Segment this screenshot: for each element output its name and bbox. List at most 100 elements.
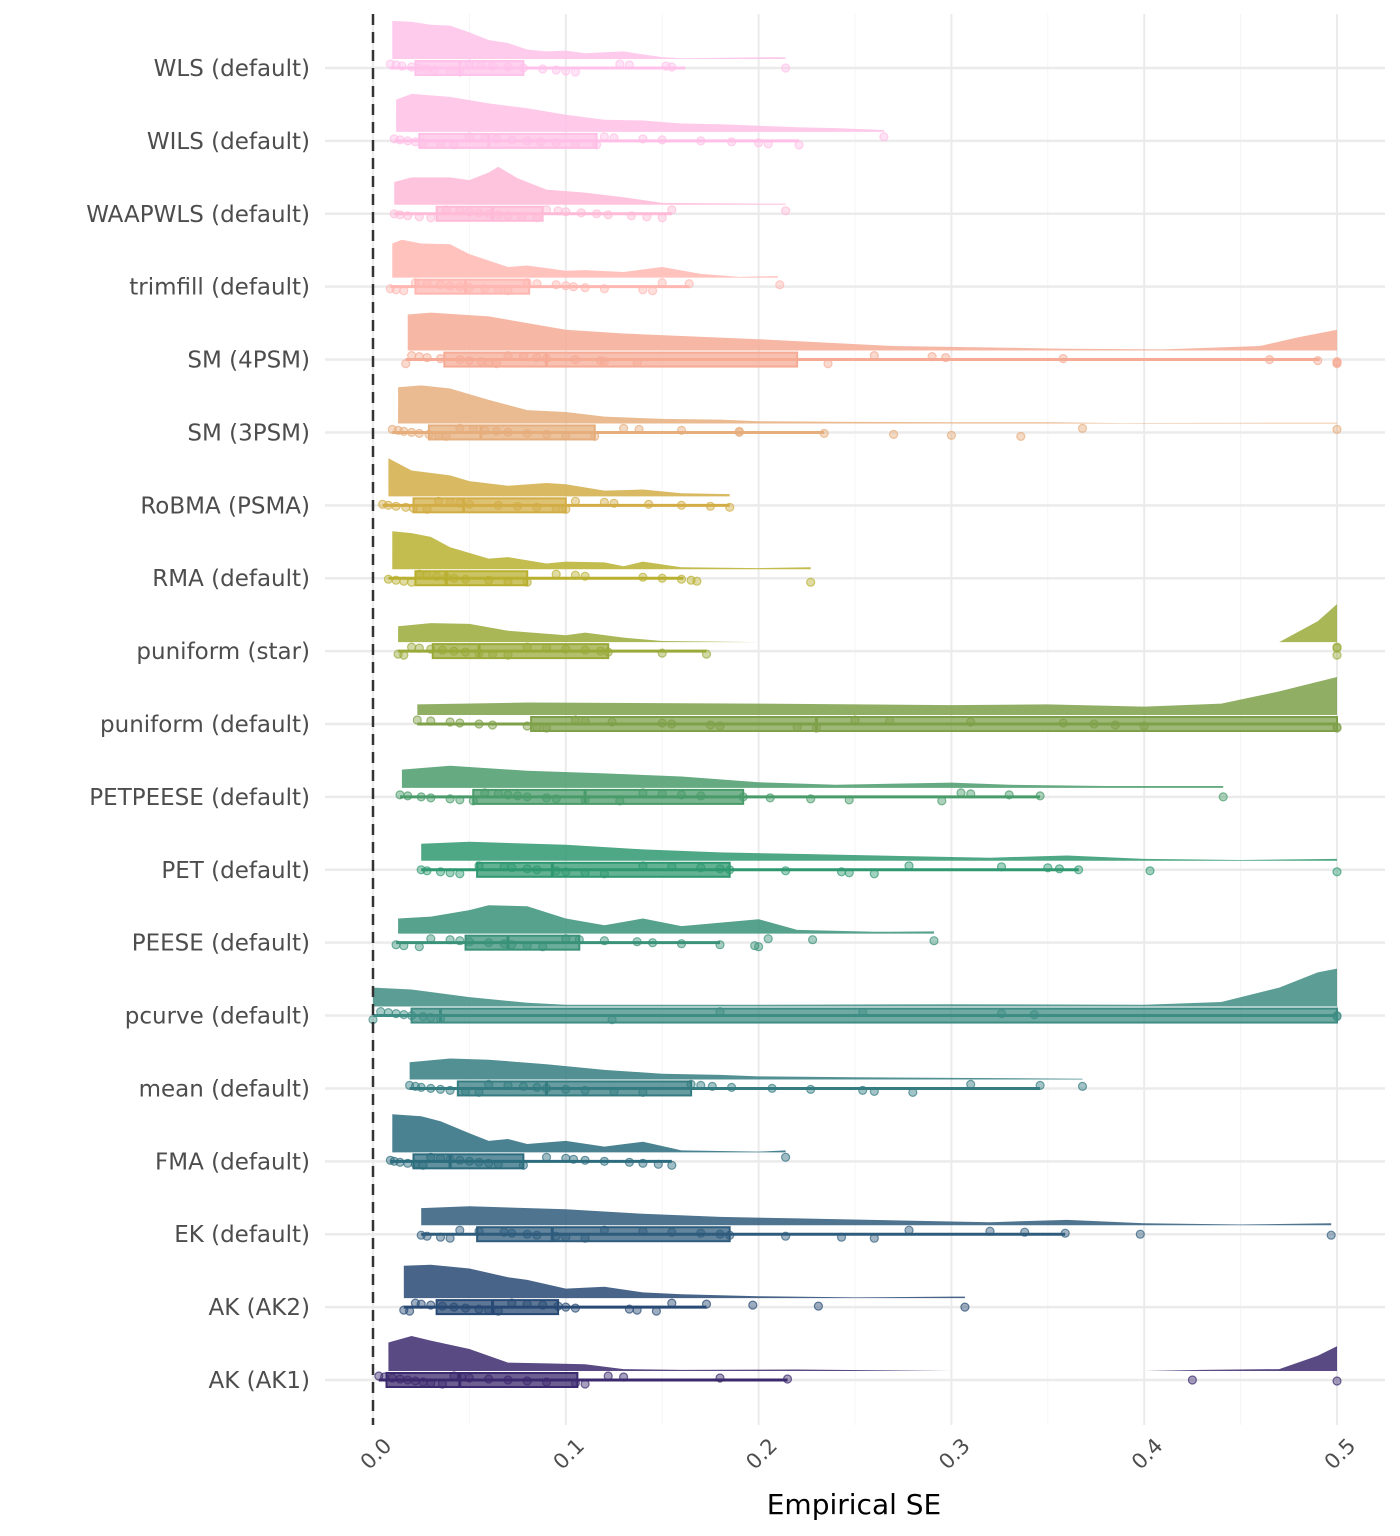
data-point bbox=[844, 795, 854, 805]
data-point bbox=[541, 723, 552, 733]
y-axis-label: pcurve (default) bbox=[125, 1004, 310, 1030]
data-point bbox=[522, 577, 532, 587]
data-point bbox=[692, 576, 702, 586]
data-point bbox=[908, 1087, 918, 1098]
data-point bbox=[532, 722, 542, 732]
data-point bbox=[634, 424, 644, 434]
data-point bbox=[445, 868, 455, 878]
data-point bbox=[449, 1371, 459, 1381]
data-point bbox=[570, 1378, 581, 1388]
density-cloud bbox=[417, 677, 1337, 715]
data-point bbox=[767, 1083, 777, 1094]
data-point bbox=[449, 140, 459, 150]
data-point bbox=[599, 869, 610, 879]
data-point bbox=[416, 1082, 426, 1093]
data-point bbox=[609, 133, 619, 143]
data-point bbox=[445, 935, 455, 945]
data-point bbox=[383, 1007, 393, 1018]
data-point bbox=[1077, 423, 1088, 433]
data-point bbox=[667, 1227, 677, 1237]
data-point bbox=[603, 1371, 613, 1381]
data-point bbox=[474, 1226, 484, 1236]
data-point bbox=[522, 721, 532, 731]
data-point bbox=[1187, 1375, 1198, 1385]
data-point bbox=[395, 1157, 405, 1167]
data-point bbox=[551, 65, 561, 75]
data-point bbox=[576, 208, 586, 218]
data-point bbox=[426, 716, 436, 726]
data-point bbox=[484, 1158, 494, 1168]
data-point bbox=[725, 1230, 735, 1240]
data-point bbox=[792, 722, 802, 732]
data-point bbox=[397, 61, 407, 71]
data-point bbox=[464, 1156, 474, 1166]
data-point bbox=[966, 1079, 976, 1090]
x-tick-label: 0.4 bbox=[1127, 1434, 1168, 1475]
data-point bbox=[391, 285, 401, 295]
data-point bbox=[408, 503, 419, 513]
density-cloud bbox=[396, 93, 884, 132]
data-point bbox=[715, 721, 725, 731]
y-axis-label: SM (3PSM) bbox=[187, 420, 310, 446]
data-point bbox=[383, 574, 393, 584]
data-point bbox=[512, 791, 523, 801]
data-point bbox=[503, 790, 513, 800]
data-point bbox=[701, 1299, 712, 1309]
data-point bbox=[445, 1233, 455, 1243]
data-point bbox=[493, 285, 503, 295]
data-point bbox=[532, 1082, 542, 1093]
data-point bbox=[455, 795, 465, 805]
method-row bbox=[368, 968, 1342, 1025]
data-point bbox=[426, 1083, 436, 1094]
data-point bbox=[422, 504, 432, 514]
data-point bbox=[445, 66, 455, 76]
data-point bbox=[609, 498, 619, 508]
data-point bbox=[813, 1301, 824, 1311]
data-point bbox=[493, 789, 503, 799]
data-point bbox=[615, 796, 625, 806]
data-point bbox=[696, 1080, 706, 1091]
data-point bbox=[474, 1087, 484, 1098]
data-point bbox=[638, 1087, 648, 1098]
data-point bbox=[414, 428, 424, 438]
density-cloud bbox=[373, 968, 1337, 1007]
data-point bbox=[445, 497, 455, 507]
data-point bbox=[551, 1231, 561, 1241]
data-point bbox=[1058, 718, 1068, 728]
method-row bbox=[405, 1058, 1088, 1098]
data-point bbox=[464, 1373, 474, 1383]
data-point bbox=[1058, 354, 1068, 364]
data-point bbox=[426, 1378, 436, 1388]
data-point bbox=[376, 1006, 386, 1017]
data-point bbox=[561, 1084, 571, 1095]
data-point bbox=[599, 284, 610, 294]
data-point bbox=[609, 1086, 619, 1097]
data-point bbox=[626, 211, 637, 221]
data-point bbox=[765, 793, 775, 803]
data-point bbox=[518, 1160, 529, 1170]
data-point bbox=[445, 1085, 455, 1096]
data-point bbox=[725, 865, 735, 875]
y-axis-label: RoBMA (PSMA) bbox=[140, 493, 310, 519]
data-point bbox=[541, 1377, 552, 1387]
data-point bbox=[869, 1086, 879, 1097]
data-point bbox=[407, 577, 417, 587]
data-point bbox=[561, 1302, 571, 1312]
data-point bbox=[580, 1379, 590, 1389]
data-point bbox=[570, 355, 581, 365]
method-row bbox=[399, 1264, 970, 1316]
data-point bbox=[464, 499, 474, 509]
data-point bbox=[430, 65, 440, 75]
data-point bbox=[480, 425, 490, 435]
data-point bbox=[455, 1225, 465, 1235]
data-point bbox=[449, 646, 459, 656]
data-point bbox=[715, 940, 725, 950]
density-cloud bbox=[392, 531, 811, 570]
data-point bbox=[464, 132, 474, 142]
data-point bbox=[426, 1152, 436, 1162]
data-point bbox=[522, 278, 532, 288]
density-cloud bbox=[421, 1206, 1332, 1226]
data-point bbox=[1332, 1011, 1342, 1022]
data-point bbox=[715, 1229, 725, 1239]
data-point bbox=[487, 720, 498, 730]
